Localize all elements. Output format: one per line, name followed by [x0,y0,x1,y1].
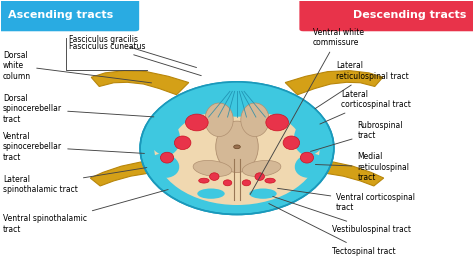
Ellipse shape [210,173,219,180]
Ellipse shape [199,178,209,183]
Ellipse shape [174,136,191,150]
Ellipse shape [295,154,326,178]
Ellipse shape [265,178,275,183]
Text: Tectospinal tract: Tectospinal tract [269,203,395,255]
Polygon shape [241,103,269,137]
Ellipse shape [197,188,225,199]
Text: Ventral white
commissure: Ventral white commissure [250,27,364,194]
Text: Ventral
spinocerebellar
tract: Ventral spinocerebellar tract [3,132,145,162]
Text: Medial
reticulospinal
tract: Medial reticulospinal tract [315,152,410,182]
Polygon shape [146,82,328,134]
Text: Ventral spinothalamic
tract: Ventral spinothalamic tract [3,190,168,234]
Ellipse shape [148,154,179,178]
Text: Ascending tracts: Ascending tracts [8,10,113,20]
Ellipse shape [249,188,277,199]
Text: Lateral
corticospinal tract: Lateral corticospinal tract [320,90,411,124]
Circle shape [234,145,240,149]
Polygon shape [90,158,171,186]
Ellipse shape [266,114,289,131]
Ellipse shape [223,180,232,186]
Ellipse shape [160,152,173,163]
Polygon shape [242,160,281,177]
FancyBboxPatch shape [0,0,139,31]
Text: Lateral
spinothalamic tract: Lateral spinothalamic tract [3,168,147,194]
Ellipse shape [294,116,327,156]
Ellipse shape [242,180,251,186]
Ellipse shape [283,136,300,150]
Ellipse shape [155,91,319,205]
Polygon shape [193,160,232,177]
Polygon shape [91,71,189,95]
Polygon shape [205,103,233,137]
Text: Fasciculus cuneatus: Fasciculus cuneatus [69,42,201,76]
Ellipse shape [140,82,334,215]
Text: Dorsal
white
column: Dorsal white column [3,51,152,83]
Polygon shape [285,71,383,95]
Text: Fasciculus gracilis: Fasciculus gracilis [69,35,197,67]
Ellipse shape [301,152,314,163]
Text: Lateral
reticulospinal tract: Lateral reticulospinal tract [315,61,409,109]
Ellipse shape [185,114,208,131]
Text: Dorsal
spinocerebellar
tract: Dorsal spinocerebellar tract [3,94,154,124]
Text: Ventral corticospinal
tract: Ventral corticospinal tract [278,188,415,212]
Polygon shape [303,158,384,186]
Ellipse shape [216,121,258,172]
Text: Vestibulospinal tract: Vestibulospinal tract [273,196,410,234]
Ellipse shape [255,173,264,180]
Ellipse shape [147,116,180,156]
Text: Rubrospinal
tract: Rubrospinal tract [310,121,403,152]
Text: Descending tracts: Descending tracts [353,10,466,20]
FancyBboxPatch shape [300,0,474,31]
